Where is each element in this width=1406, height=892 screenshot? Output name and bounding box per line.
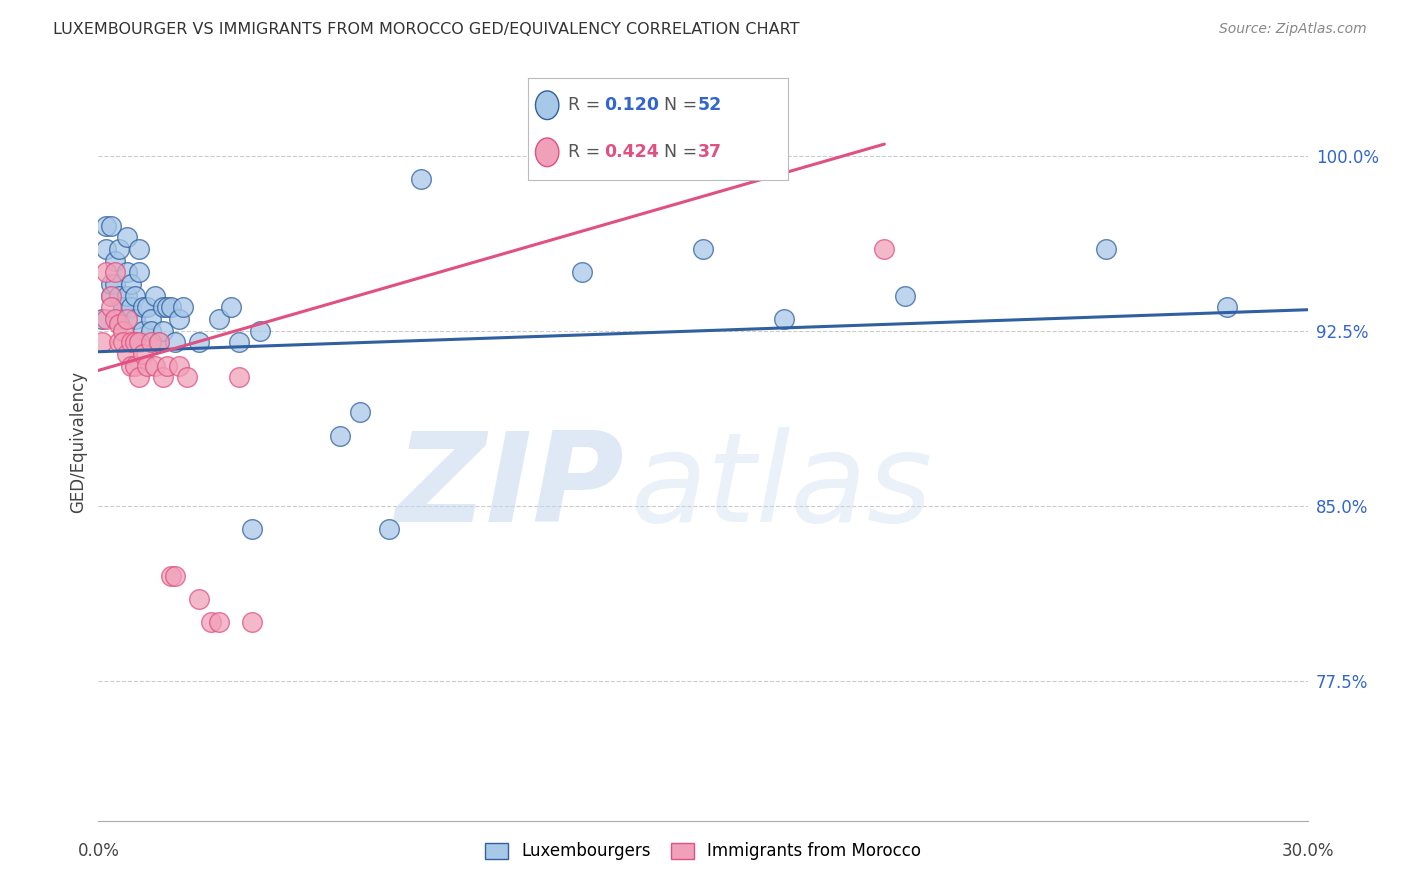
Point [124, 359, 146, 373]
Point [208, 312, 231, 326]
Point [571, 265, 593, 279]
Point [120, 359, 142, 373]
Point [1216, 301, 1239, 315]
Point [120, 335, 142, 350]
Point [692, 242, 714, 256]
Point [156, 301, 179, 315]
Text: Source: ZipAtlas.com: Source: ZipAtlas.com [1219, 22, 1367, 37]
Point [167, 359, 190, 373]
Point [160, 568, 183, 582]
Point [107, 335, 129, 350]
Point [200, 615, 222, 630]
Point [772, 312, 794, 326]
Point [107, 312, 129, 326]
Y-axis label: GED/Equivalency: GED/Equivalency [69, 370, 87, 513]
Point [115, 289, 138, 303]
Point [132, 324, 155, 338]
Point [139, 335, 162, 350]
Point [91, 335, 114, 350]
Point [107, 317, 129, 331]
Text: 0.0%: 0.0% [77, 842, 120, 860]
Point [103, 277, 125, 291]
Point [156, 359, 179, 373]
Point [228, 335, 250, 350]
Point [103, 265, 125, 279]
Point [96, 265, 118, 279]
Point [152, 370, 174, 384]
Point [103, 253, 125, 268]
Point [167, 312, 190, 326]
Point [124, 289, 146, 303]
Point [143, 289, 166, 303]
Point [152, 324, 174, 338]
Point [100, 301, 122, 315]
Point [115, 347, 138, 361]
Point [120, 277, 142, 291]
Point [893, 289, 915, 303]
Point [115, 265, 138, 279]
Point [349, 405, 371, 419]
Point [124, 335, 146, 350]
Point [152, 301, 174, 315]
Point [100, 219, 122, 233]
Point [100, 289, 122, 303]
Point [96, 312, 118, 326]
Text: atlas: atlas [630, 426, 932, 548]
Point [329, 428, 352, 442]
Point [163, 568, 186, 582]
Point [1095, 242, 1118, 256]
Text: ZIP: ZIP [395, 426, 624, 548]
Point [148, 335, 170, 350]
Point [135, 301, 157, 315]
Point [188, 592, 211, 607]
Point [176, 370, 198, 384]
Point [228, 370, 250, 384]
Point [148, 335, 170, 350]
Point [132, 301, 155, 315]
Point [107, 242, 129, 256]
Text: LUXEMBOURGER VS IMMIGRANTS FROM MOROCCO GED/EQUIVALENCY CORRELATION CHART: LUXEMBOURGER VS IMMIGRANTS FROM MOROCCO … [53, 22, 800, 37]
Point [135, 359, 157, 373]
Point [115, 230, 138, 244]
Point [107, 289, 129, 303]
Legend: Luxembourgers, Immigrants from Morocco: Luxembourgers, Immigrants from Morocco [478, 836, 928, 867]
Point [103, 312, 125, 326]
Point [120, 301, 142, 315]
Point [111, 301, 134, 315]
Point [160, 301, 183, 315]
Point [172, 301, 194, 315]
Point [128, 242, 150, 256]
Point [100, 277, 122, 291]
Point [128, 335, 150, 350]
Point [240, 522, 263, 536]
Point [111, 301, 134, 315]
Point [249, 324, 271, 338]
Point [91, 312, 114, 326]
Point [132, 347, 155, 361]
Point [188, 335, 211, 350]
Point [139, 312, 162, 326]
Text: 30.0%: 30.0% [1281, 842, 1334, 860]
Point [96, 242, 118, 256]
Point [208, 615, 231, 630]
Point [221, 301, 243, 315]
Point [115, 312, 138, 326]
Point [377, 522, 399, 536]
Point [96, 219, 118, 233]
Point [111, 324, 134, 338]
Point [733, 137, 755, 152]
Point [409, 172, 432, 186]
Point [128, 370, 150, 384]
Point [873, 242, 896, 256]
Point [240, 615, 263, 630]
Point [100, 289, 122, 303]
Point [128, 265, 150, 279]
Point [143, 359, 166, 373]
Point [111, 335, 134, 350]
Point [124, 312, 146, 326]
Point [163, 335, 186, 350]
Point [139, 324, 162, 338]
